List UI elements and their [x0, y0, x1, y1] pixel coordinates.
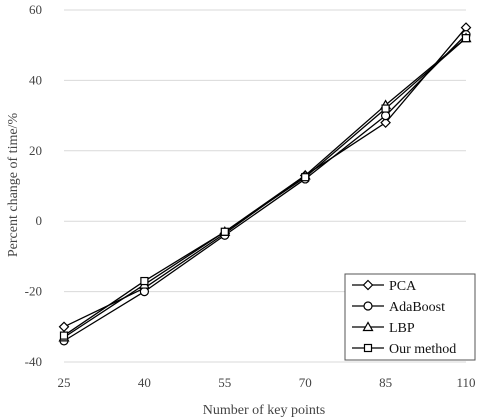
legend-marker-triangle — [362, 321, 374, 332]
data-point-square — [220, 227, 229, 236]
series-square — [59, 34, 471, 340]
x-tick-label: 25 — [58, 375, 71, 390]
x-tick-label: 55 — [218, 375, 231, 390]
x-tick-label: 40 — [138, 375, 151, 390]
legend: PCA AdaBoost LBP Our method — [344, 273, 476, 361]
y-tick-labels: -40 -20 0 20 40 60 — [25, 2, 42, 369]
x-tick-label: 85 — [379, 375, 392, 390]
legend-marker-square — [363, 343, 373, 353]
data-point-square — [140, 276, 149, 286]
y-tick-label: 20 — [29, 143, 42, 158]
y-tick-label: 40 — [29, 72, 42, 87]
series-lines — [58, 22, 472, 346]
x-tick-label: 110 — [456, 375, 475, 390]
data-point-square — [301, 173, 310, 182]
x-tick-labels: 25 40 55 70 85 110 — [58, 375, 476, 390]
series-line — [63, 37, 467, 338]
legend-label: LBP — [389, 321, 415, 336]
data-point-diamond — [58, 321, 70, 333]
legend-marker-circle — [363, 301, 373, 311]
y-gridlines — [64, 9, 466, 363]
legend-label: AdaBoost — [389, 300, 445, 315]
data-point-circle — [139, 287, 149, 297]
legend-marker-diamond — [362, 279, 374, 291]
y-tick-label: -20 — [25, 284, 42, 299]
data-point-square — [59, 331, 69, 340]
data-point-square — [461, 34, 471, 43]
legend-label: PCA — [389, 279, 417, 294]
y-tick-label: 0 — [36, 213, 43, 228]
series-line — [63, 37, 467, 337]
x-axis-title: Number of key points — [203, 403, 325, 418]
y-axis-title: Percent change of time/% — [6, 113, 21, 258]
data-point-circle — [381, 110, 391, 121]
y-tick-label: -40 — [25, 354, 42, 369]
legend-label: Our method — [389, 342, 456, 357]
data-point-square — [381, 104, 390, 113]
data-point-diamond — [380, 117, 391, 128]
y-tick-label: 60 — [29, 2, 42, 17]
x-tick-label: 70 — [299, 375, 312, 390]
series-line — [63, 34, 467, 342]
